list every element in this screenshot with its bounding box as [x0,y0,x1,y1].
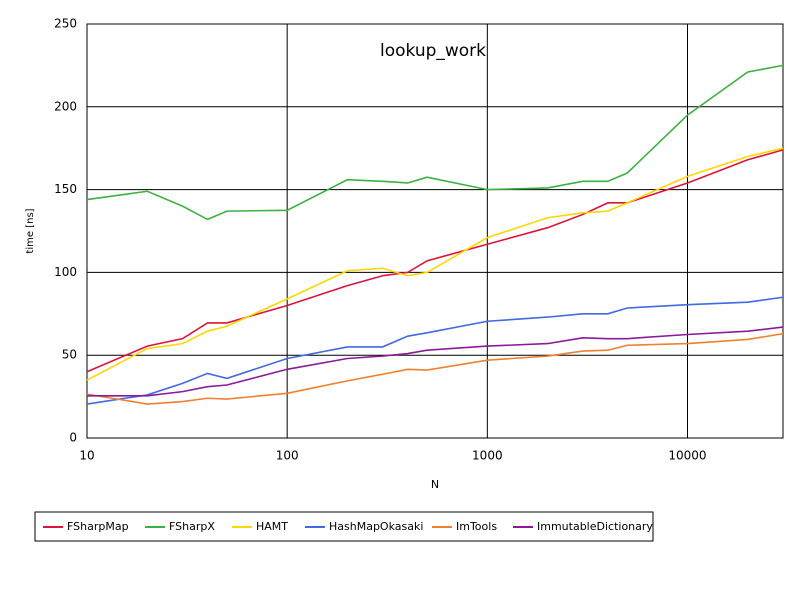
series-line [86,296,784,405]
legend-label: ImTools [456,520,497,533]
x-tick-label: 1000 [472,449,503,463]
y-tick-label: 100 [54,265,77,279]
legend-label: HAMT [256,520,288,533]
series-line [86,64,784,221]
y-tick-label: 0 [69,431,77,445]
x-axis-label: N [431,478,439,491]
chart-title: lookup_work [380,41,486,61]
y-tick-label: 150 [54,182,77,196]
x-tick-label: 100 [276,449,299,463]
series-line [86,332,784,405]
series-line [86,149,784,373]
series-line [87,326,784,397]
x-tick-label: 10 [79,449,94,463]
legend-label: FSharpX [169,520,215,533]
legend-label: FSharpMap [67,520,129,533]
plot-frame [86,23,784,439]
y-tick-label: 200 [54,99,77,113]
legend-label: ImmutableDictionary [537,520,653,533]
y-tick-label: 250 [54,17,77,31]
legend-box [34,511,654,542]
y-axis-label: time [ns] [25,208,36,253]
legend-label: HashMapOkasaki [329,520,423,533]
series-line [86,147,784,381]
y-tick-label: 50 [62,348,77,362]
x-tick-label: 10000 [668,449,706,463]
